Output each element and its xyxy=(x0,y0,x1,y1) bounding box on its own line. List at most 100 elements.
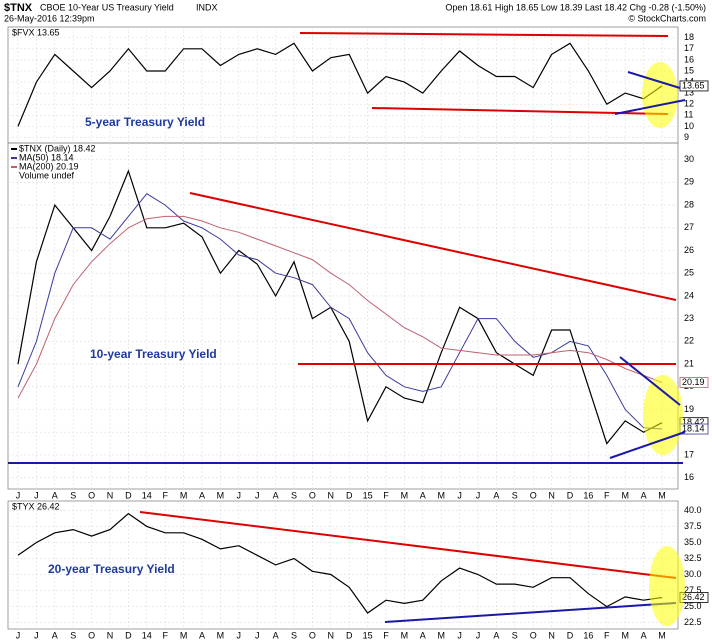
x-tick-label: O xyxy=(530,490,537,500)
exchange: INDX xyxy=(196,2,218,12)
x-tick-label: M xyxy=(217,490,225,500)
x-tick-label: D xyxy=(346,490,353,500)
y-tick-label: 19 xyxy=(684,404,694,414)
x-tick-label: J xyxy=(237,630,242,640)
x-tick-label: O xyxy=(309,490,316,500)
x-tick-label: M xyxy=(658,490,666,500)
x-tick-label: F xyxy=(162,630,168,640)
last-value-box xyxy=(679,377,709,388)
legend-entry: Volume undef xyxy=(19,170,75,180)
y-tick-label: 9 xyxy=(684,132,689,142)
trend-line xyxy=(384,602,677,623)
x-tick-label: 15 xyxy=(363,630,373,640)
trend-line xyxy=(139,511,677,579)
y-tick-label: 40.0 xyxy=(684,505,702,515)
x-tick-label: 16 xyxy=(583,630,593,640)
x-tick-label: 16 xyxy=(583,490,593,500)
x-tick-label: M xyxy=(437,490,445,500)
x-tick-label: F xyxy=(383,490,389,500)
y-tick-label: 10 xyxy=(684,121,694,131)
x-tick-label: A xyxy=(199,490,205,500)
x-tick-label: D xyxy=(346,630,353,640)
y-tick-label: 22 xyxy=(684,336,694,346)
y-tick-label: 15 xyxy=(684,65,694,75)
x-tick-label: J xyxy=(34,490,39,500)
y-tick-label: 17 xyxy=(684,43,694,53)
x-tick-label: A xyxy=(199,630,205,640)
x-tick-label: N xyxy=(548,490,555,500)
y-tick-label: 23 xyxy=(684,313,694,323)
y-tick-label: 16 xyxy=(684,472,694,482)
legend-entry: $TNX (Daily) 18.42 xyxy=(19,143,96,153)
trend-line xyxy=(189,192,677,301)
legend-entry: $TYX 26.42 xyxy=(12,501,60,511)
last-value-label: 13.65 xyxy=(682,80,705,90)
x-tick-label: D xyxy=(567,490,574,500)
y-tick-label: 29 xyxy=(684,177,694,187)
highlight xyxy=(649,546,685,626)
x-tick-label: N xyxy=(548,630,555,640)
y-tick-label: 25.0 xyxy=(684,601,702,611)
x-tick-label: D xyxy=(125,630,132,640)
legend-entry: MA(50) 18.14 xyxy=(19,152,74,162)
trend-line xyxy=(627,71,681,89)
x-tick-label: M xyxy=(217,630,225,640)
x-tick-label: S xyxy=(291,630,297,640)
x-tick-label: J xyxy=(457,490,462,500)
x-tick-label: S xyxy=(291,490,297,500)
last-value-label: 20.19 xyxy=(682,377,705,387)
x-tick-label: F xyxy=(604,630,610,640)
y-tick-label: 27 xyxy=(684,222,694,232)
x-tick-label: F xyxy=(162,490,168,500)
y-tick-label: 32.5 xyxy=(684,553,702,563)
series-line xyxy=(17,169,663,445)
credit: © StockCharts.com xyxy=(628,13,706,23)
x-tick-label: D xyxy=(567,630,574,640)
x-tick-label: A xyxy=(420,630,426,640)
series-line xyxy=(17,193,663,430)
x-tick-label: M xyxy=(180,490,188,500)
date: 26-May-2016 12:39pm xyxy=(4,13,95,23)
trend-line xyxy=(619,356,681,406)
panel-frame xyxy=(7,142,679,490)
x-tick-label: J xyxy=(255,490,260,500)
last-value-box xyxy=(679,80,709,92)
x-tick-label: J xyxy=(16,630,21,640)
x-tick-label: J xyxy=(476,630,481,640)
x-tick-label: F xyxy=(604,490,610,500)
x-tick-label: 15 xyxy=(363,490,373,500)
x-tick-label: A xyxy=(273,630,279,640)
x-tick-label: M xyxy=(621,490,629,500)
x-tick-label: S xyxy=(70,490,76,500)
x-tick-label: O xyxy=(530,630,537,640)
annotation: 5-year Treasury Yield xyxy=(85,115,205,129)
x-tick-label: M xyxy=(401,630,409,640)
x-tick-label: N xyxy=(107,490,114,500)
x-tick-label: N xyxy=(328,630,335,640)
x-tick-label: A xyxy=(52,630,58,640)
x-tick-label: S xyxy=(512,630,518,640)
x-tick-label: 14 xyxy=(142,490,152,500)
trend-lines xyxy=(8,32,686,626)
x-tick-label: O xyxy=(88,490,95,500)
y-tick-label: 30 xyxy=(684,154,694,164)
x-tick-label: A xyxy=(420,490,426,500)
x-tick-label: S xyxy=(512,490,518,500)
y-tick-label: 12 xyxy=(684,99,694,109)
x-tick-label: A xyxy=(273,490,279,500)
x-tick-label: M xyxy=(437,630,445,640)
y-tick-label: 25 xyxy=(684,268,694,278)
y-tick-label: 22.5 xyxy=(684,617,702,627)
x-tick-label: 14 xyxy=(142,630,152,640)
x-tick-label: A xyxy=(52,490,58,500)
y-tick-label: 18 xyxy=(684,32,694,42)
x-tick-label: S xyxy=(70,630,76,640)
highlight xyxy=(642,62,678,128)
y-tick-label: 11 xyxy=(684,110,693,120)
x-tick-label: O xyxy=(88,630,95,640)
trend-line xyxy=(614,99,686,115)
last-value-label: 26.42 xyxy=(682,592,705,602)
series-line xyxy=(17,42,663,127)
highlight xyxy=(643,375,683,455)
x-tick-label: A xyxy=(641,630,647,640)
